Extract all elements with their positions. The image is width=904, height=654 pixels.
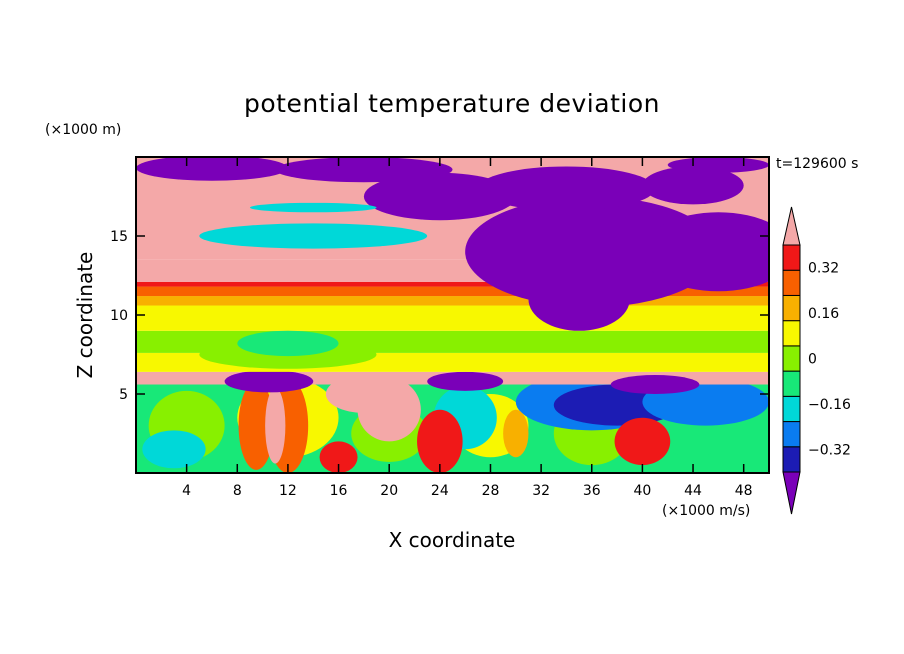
x-tick-label: 28 bbox=[482, 483, 500, 499]
colorbar-min-arrow bbox=[782, 471, 801, 515]
y-unit-label: (×1000 m) bbox=[45, 122, 121, 138]
contour-field bbox=[136, 157, 769, 473]
colorbar-level bbox=[782, 421, 801, 448]
x-tick-label: 40 bbox=[633, 483, 651, 499]
colorbar-label: 0 bbox=[808, 352, 817, 368]
x-tick-label: 12 bbox=[279, 483, 297, 499]
colorbar-level bbox=[782, 345, 801, 372]
x-tick-label: 36 bbox=[583, 483, 601, 499]
y-tick-label: 5 bbox=[119, 387, 128, 403]
x-tick-label: 48 bbox=[735, 483, 753, 499]
colorbar: 0.32 0.16 0 −0.16 −0.32 bbox=[782, 206, 851, 515]
colorbar-label: 0.32 bbox=[808, 261, 839, 277]
x-tick-label: 20 bbox=[380, 483, 398, 499]
x-axis: 4 8 12 16 20 24 28 32 36 40 44 48 bbox=[182, 157, 753, 499]
y-axis: 5 10 15 bbox=[110, 229, 769, 403]
colorbar-level bbox=[782, 320, 801, 347]
x-tick-label: 16 bbox=[330, 483, 348, 499]
colorbar-level bbox=[782, 244, 801, 271]
colorbar-level bbox=[782, 269, 801, 296]
x-tick-label: 24 bbox=[431, 483, 449, 499]
colorbar-level bbox=[782, 294, 801, 322]
time-label: t=129600 s bbox=[776, 156, 858, 172]
y-axis-label: Z coordinate bbox=[73, 252, 97, 379]
x-tick-label: 32 bbox=[532, 483, 550, 499]
x-tick-label: 4 bbox=[182, 483, 191, 499]
y-tick-label: 10 bbox=[110, 308, 128, 324]
colorbar-max-arrow bbox=[782, 206, 801, 246]
colorbar-label: 0.16 bbox=[808, 306, 839, 322]
colorbar-level bbox=[782, 370, 801, 397]
y-tick-label: 15 bbox=[110, 229, 128, 245]
colorbar-label: −0.32 bbox=[808, 442, 851, 458]
colorbar-label: −0.16 bbox=[808, 397, 851, 413]
colorbar-level bbox=[782, 446, 801, 473]
x-axis-label: X coordinate bbox=[389, 528, 516, 552]
x-unit-label: (×1000 m/s) bbox=[662, 503, 750, 519]
colorbar-level bbox=[782, 395, 801, 423]
chart-title: potential temperature deviation bbox=[244, 89, 660, 118]
x-tick-label: 44 bbox=[684, 483, 702, 499]
x-tick-label: 8 bbox=[233, 483, 242, 499]
